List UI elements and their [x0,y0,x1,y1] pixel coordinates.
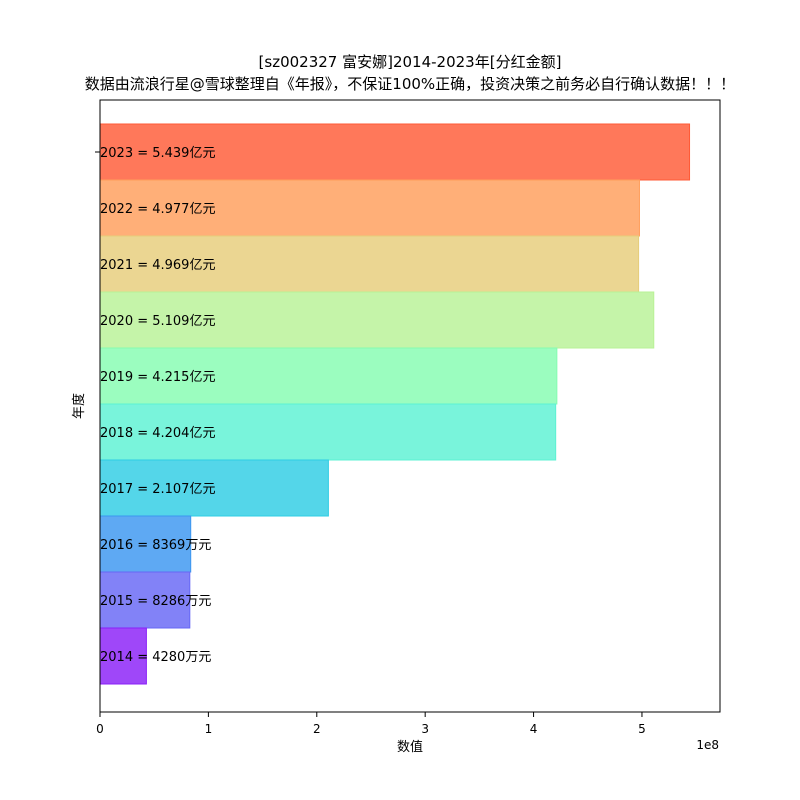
x-axis-offset-label: 1e8 [696,738,719,752]
x-tick-label: 2 [313,722,321,736]
bar-2017 [99,459,329,517]
bar-label-2016: 2016 = 8369万元 [100,538,211,553]
x-tick-label: 0 [96,722,104,736]
bar-label-2020: 2020 = 5.109亿元 [100,314,215,329]
bar-label-2014: 2014 = 4280万元 [100,650,211,665]
bar-2020 [99,291,655,349]
bar-2014 [99,627,147,685]
bar-label-2015: 2015 = 8286万元 [100,594,211,609]
plot-frame [99,99,721,713]
bar-label-2022: 2022 = 4.977亿元 [100,202,215,217]
x-tick-label: 4 [530,722,538,736]
bar-2022 [99,179,640,237]
bar-label-group: 2023 = 5.439亿元 2022 = 4.977亿元 2021 = 4.969… [100,146,215,665]
x-tick-label: 1 [205,722,213,736]
bar-2023 [99,123,691,181]
bar-label-2023: 2023 = 5.439亿元 [100,146,215,161]
x-tick-label: 3 [421,722,429,736]
bar-2018 [99,403,557,461]
bar-label-2018: 2018 = 4.204亿元 [100,426,215,441]
bar-label-2017: 2017 = 2.107亿元 [100,482,215,497]
x-axis-label: 数值 [397,739,423,755]
y-axis-label: 年度 [71,393,87,419]
x-tick-label: 5 [638,722,646,736]
bar-group [99,123,691,685]
bar-label-2021: 2021 = 4.969亿元 [100,258,215,273]
bar-2019 [99,347,558,405]
chart-subtitle: 数据由流浪行星@雪球整理自《年报》，不保证100%正确，投资决策之前务必自行确认… [85,75,735,93]
bar-2021 [99,235,640,293]
bar-label-2019: 2019 = 4.215亿元 [100,370,215,385]
x-axis-ticks: 0 1 2 3 4 5 [96,712,646,736]
chart-title: [sz002327 富安娜]2014-2023年[分红金额] [259,53,562,71]
